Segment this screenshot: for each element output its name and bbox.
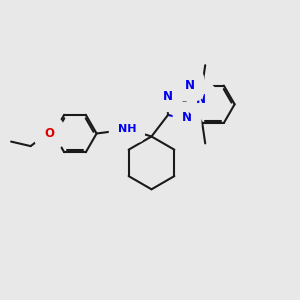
Text: O: O [44, 127, 54, 140]
Text: N: N [182, 111, 192, 124]
Text: NH: NH [118, 124, 136, 134]
Text: N: N [196, 93, 206, 106]
Text: N: N [163, 90, 173, 103]
Text: N: N [185, 79, 195, 92]
